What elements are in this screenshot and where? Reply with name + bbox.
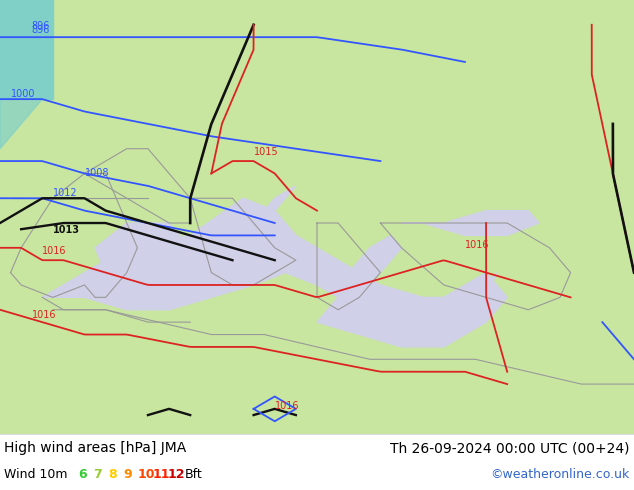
Text: 1016: 1016	[275, 401, 299, 411]
Polygon shape	[42, 198, 496, 335]
Polygon shape	[0, 0, 53, 99]
Text: 1012: 1012	[53, 188, 77, 198]
Text: 1016: 1016	[465, 240, 489, 250]
Text: 11: 11	[153, 467, 171, 481]
Text: Wind 10m: Wind 10m	[4, 467, 67, 481]
Text: High wind areas [hPa] JMA: High wind areas [hPa] JMA	[4, 441, 186, 456]
Text: 9: 9	[123, 467, 132, 481]
Text: 1000: 1000	[11, 89, 35, 98]
Text: 1016: 1016	[32, 311, 56, 320]
Polygon shape	[95, 223, 190, 272]
Text: Bft: Bft	[185, 467, 203, 481]
Polygon shape	[317, 272, 507, 347]
Text: 6: 6	[78, 467, 87, 481]
Text: 896: 896	[32, 25, 50, 35]
Polygon shape	[243, 186, 296, 248]
Text: 10: 10	[138, 467, 155, 481]
Text: 1008: 1008	[84, 168, 109, 178]
Text: 896: 896	[32, 21, 50, 31]
Text: 1016: 1016	[42, 246, 67, 256]
Text: Th 26-09-2024 00:00 UTC (00+24): Th 26-09-2024 00:00 UTC (00+24)	[391, 441, 630, 456]
Text: 1013: 1013	[53, 225, 80, 235]
Polygon shape	[201, 223, 275, 285]
Text: 12: 12	[168, 467, 186, 481]
Text: 1015: 1015	[254, 147, 278, 157]
Polygon shape	[0, 99, 42, 148]
Text: 8: 8	[108, 467, 117, 481]
Polygon shape	[401, 211, 539, 235]
Text: ©weatheronline.co.uk: ©weatheronline.co.uk	[491, 467, 630, 481]
Text: 7: 7	[93, 467, 101, 481]
Polygon shape	[338, 235, 401, 297]
